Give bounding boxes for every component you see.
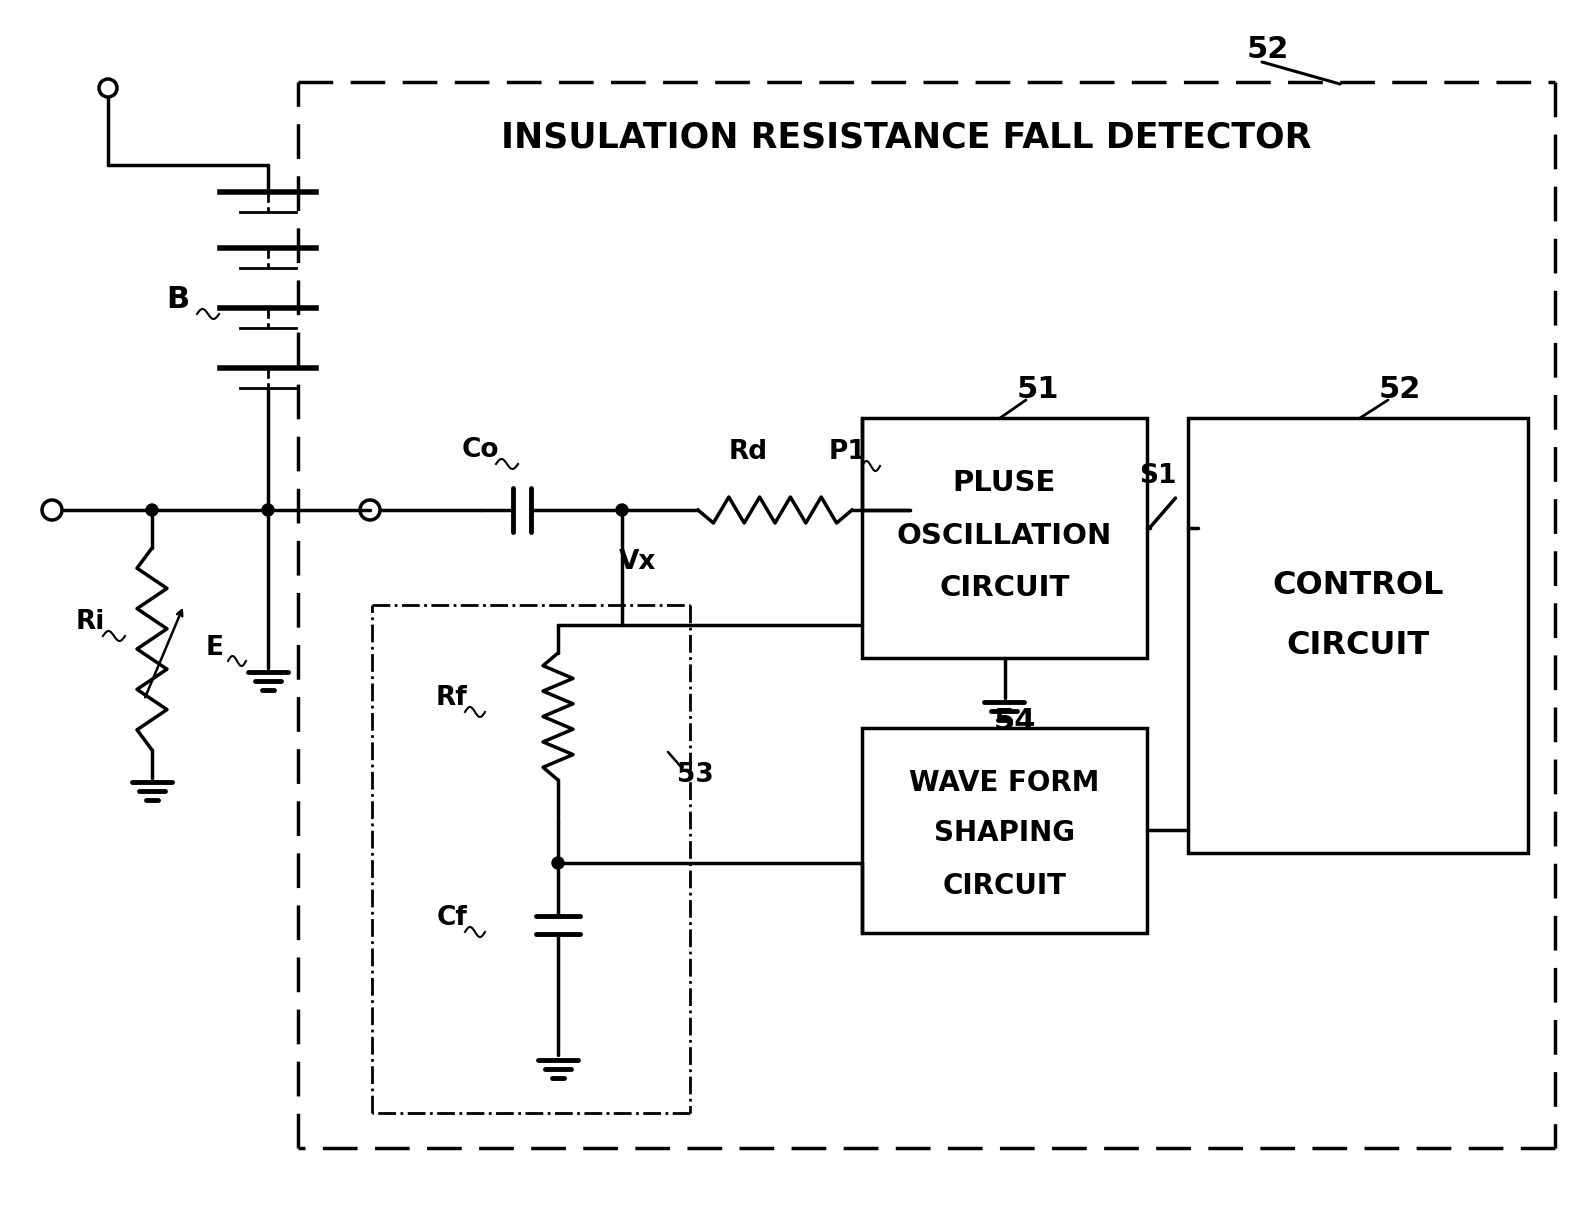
Text: OSCILLATION: OSCILLATION: [897, 522, 1112, 550]
Text: PLUSE: PLUSE: [952, 469, 1057, 497]
Text: E: E: [206, 635, 224, 661]
Text: B: B: [167, 285, 189, 315]
Text: Cf: Cf: [436, 905, 468, 931]
Text: INSULATION RESISTANCE FALL DETECTOR: INSULATION RESISTANCE FALL DETECTOR: [501, 121, 1312, 155]
Text: 54: 54: [993, 707, 1036, 737]
Text: Vx: Vx: [619, 549, 657, 574]
Text: 51: 51: [1017, 375, 1059, 405]
Text: 53: 53: [676, 763, 714, 788]
Text: 52: 52: [1247, 36, 1289, 64]
Circle shape: [146, 504, 159, 517]
Text: WAVE FORM: WAVE FORM: [909, 769, 1100, 797]
Circle shape: [262, 504, 275, 517]
Bar: [1189, 418, 1528, 852]
Text: P1: P1: [828, 439, 867, 465]
Bar: [862, 418, 1147, 658]
Text: Co: Co: [462, 437, 498, 462]
Circle shape: [616, 504, 628, 517]
Text: CIRCUIT: CIRCUIT: [940, 574, 1070, 601]
Text: CONTROL: CONTROL: [1273, 571, 1444, 601]
Text: SHAPING: SHAPING: [935, 819, 1074, 847]
Text: CIRCUIT: CIRCUIT: [1287, 631, 1430, 662]
Bar: [862, 728, 1147, 934]
Text: 52: 52: [1379, 375, 1422, 405]
Text: Rf: Rf: [436, 685, 468, 711]
Text: Ri: Ri: [75, 609, 105, 635]
Text: S1: S1: [1139, 462, 1176, 490]
Text: CIRCUIT: CIRCUIT: [943, 872, 1066, 900]
Circle shape: [552, 857, 563, 870]
Text: Rd: Rd: [728, 439, 768, 465]
